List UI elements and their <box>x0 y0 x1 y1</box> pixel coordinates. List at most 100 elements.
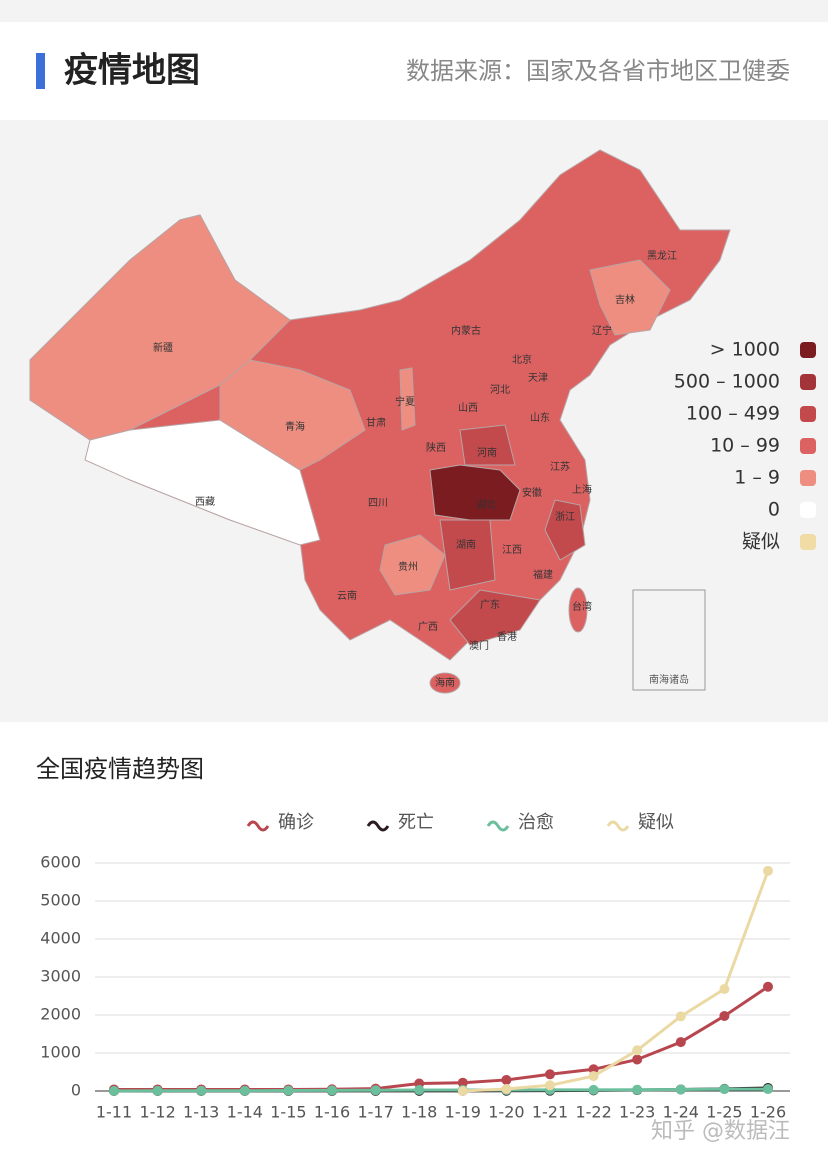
x-tick-label: 1-21 <box>532 1103 568 1122</box>
region <box>399 367 416 431</box>
province-label: 香港 <box>497 631 517 643</box>
region <box>429 672 461 694</box>
data-point <box>632 1045 643 1056</box>
data-point <box>283 1085 294 1096</box>
watermark: 知乎 @数据汪 <box>651 1119 790 1144</box>
legend-swatch <box>800 342 816 358</box>
data-point <box>457 1086 468 1096</box>
province-label: 湖南 <box>456 538 476 551</box>
legend-icon <box>366 820 390 832</box>
data-point <box>719 1010 730 1021</box>
data-point <box>675 1011 686 1022</box>
province-label: 陕西 <box>426 441 446 454</box>
data-point <box>588 1084 599 1095</box>
legend-label: 10 – 99 <box>710 435 780 457</box>
data-point <box>545 1080 555 1091</box>
province-label: 江西 <box>502 544 522 556</box>
data-point <box>239 1085 250 1096</box>
data-point <box>675 1084 686 1095</box>
province-label: 甘肃 <box>366 416 386 429</box>
data-point <box>501 1083 512 1094</box>
legend-label: 死亡 <box>398 812 434 833</box>
province-label: 宁夏 <box>395 395 415 408</box>
data-point <box>675 1037 686 1048</box>
y-tick-label: 4000 <box>40 929 81 948</box>
province-label: 台湾 <box>572 600 592 613</box>
data-point <box>719 1084 730 1095</box>
province-label: 青海 <box>285 420 305 433</box>
y-tick-label: 3000 <box>40 967 81 986</box>
data-point <box>457 1077 468 1088</box>
x-tick-label: 1-13 <box>183 1103 219 1122</box>
x-tick-label: 1-18 <box>401 1103 437 1122</box>
legend-icon <box>606 820 630 832</box>
legend-icon <box>486 820 510 832</box>
legend-label: 治愈 <box>518 812 554 833</box>
province-label: 安徽 <box>522 486 542 499</box>
province-label: 福建 <box>533 568 553 581</box>
region <box>589 259 671 336</box>
data-point <box>109 1085 119 1096</box>
x-tick-label: 1-12 <box>139 1103 175 1122</box>
legend-label: 0 <box>768 499 780 521</box>
legend-label: 疑似 <box>742 531 780 553</box>
province-label: 湖北 <box>476 499 496 511</box>
province-label: 黑龙江 <box>647 249 677 262</box>
province-label: 海南 <box>435 676 455 689</box>
data-point <box>632 1054 643 1065</box>
x-tick-label: 1-11 <box>96 1103 132 1122</box>
series-line <box>113 1087 769 1093</box>
data-point <box>152 1085 163 1096</box>
x-tick-label: 1-20 <box>488 1103 524 1122</box>
x-tick-label: 1-26 <box>750 1103 786 1122</box>
header-accent <box>36 53 45 89</box>
chart: 0 1000 2000 3000 4000 5000 6000 1-11 1-12 1-13 1-1… <box>40 812 790 1122</box>
region <box>379 534 446 596</box>
inset-label: 南海诸岛 <box>649 673 689 686</box>
header-title: 疫情地图 <box>64 51 200 91</box>
province-label: 澳门 <box>469 639 489 652</box>
inset-box <box>632 589 706 691</box>
data-point <box>196 1085 207 1096</box>
legend-swatch <box>800 502 816 518</box>
data-point <box>763 865 773 876</box>
region <box>459 424 516 466</box>
legend-swatch <box>800 438 816 454</box>
y-tick-label: 2000 <box>40 1005 81 1024</box>
data-point <box>588 1071 599 1082</box>
region <box>219 359 366 471</box>
x-tick-label: 1-15 <box>270 1103 306 1122</box>
legend-label: 确诊 <box>278 812 314 833</box>
x-tick-label: 1-24 <box>663 1103 699 1122</box>
province-label: 河北 <box>490 384 510 396</box>
y-tick-label: 1000 <box>40 1043 81 1062</box>
data-point <box>763 981 773 992</box>
province-label: 贵州 <box>398 560 418 573</box>
region <box>439 519 496 591</box>
province-label: 西藏 <box>195 496 215 508</box>
province-label: 新疆 <box>153 341 173 354</box>
x-tick-label: 1-19 <box>445 1103 481 1122</box>
x-tick-label: 1-23 <box>619 1103 655 1122</box>
y-tick-label: 0 <box>71 1081 81 1100</box>
region <box>429 464 521 521</box>
legend-swatch <box>800 470 816 486</box>
data-point <box>501 1074 512 1085</box>
province-label: 四川 <box>368 498 388 509</box>
legend-label: 疑似 <box>638 812 674 833</box>
legend-icon <box>246 820 270 832</box>
legend-swatch <box>800 374 816 390</box>
region <box>449 589 541 646</box>
header-source: 数据来源：国家及各省市地区卫健委 <box>406 57 790 85</box>
legend-swatch <box>800 534 816 550</box>
province-label: 山东 <box>530 411 550 424</box>
province-label: 吉林 <box>615 293 635 306</box>
data-point <box>545 1069 555 1080</box>
province-label: 广东 <box>480 598 500 611</box>
region <box>568 587 588 633</box>
province-label: 广西 <box>418 621 438 633</box>
x-tick-label: 1-22 <box>575 1103 611 1122</box>
data-point <box>370 1085 381 1096</box>
